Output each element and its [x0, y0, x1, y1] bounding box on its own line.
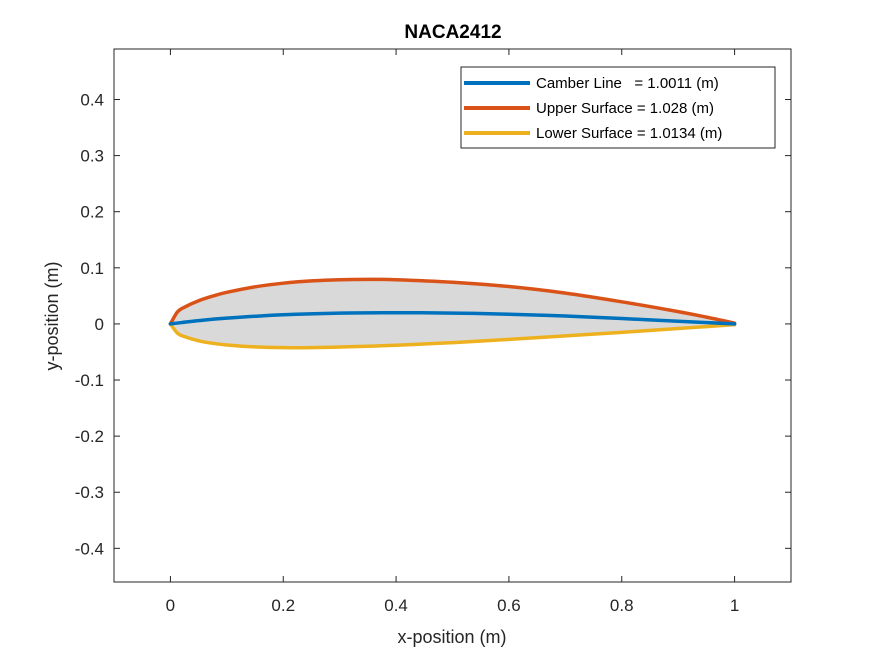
y-tick-label: 0.4 — [80, 90, 104, 109]
x-tick-label: 0.8 — [610, 596, 634, 615]
y-tick-label: 0.2 — [80, 203, 104, 222]
y-tick-label: 0.1 — [80, 259, 104, 278]
y-axis-ticks: -0.4 -0.3 -0.2 -0.1 0 0.1 0.2 0.3 0.4 — [75, 90, 791, 558]
legend-items: Camber Line = 1.0011 (m) Upper Surface = … — [464, 75, 722, 142]
upper-surface-line — [168, 277, 737, 326]
legend-item-lower: Lower Surface = 1.0134 (m) — [464, 125, 722, 142]
legend-label: Lower Surface = 1.0134 (m) — [536, 125, 722, 142]
y-tick-label: -0.2 — [75, 427, 104, 446]
legend-label: Upper Surface = 1.028 (m) — [536, 100, 714, 117]
y-tick-label: -0.4 — [75, 539, 104, 558]
x-axis-ticks: 0 0.2 0.4 0.6 0.8 1 — [166, 49, 739, 615]
x-tick-label: 0 — [166, 596, 175, 615]
series-group — [168, 277, 737, 350]
x-tick-label: 0.6 — [497, 596, 521, 615]
y-tick-label: -0.1 — [75, 371, 104, 390]
legend-label: Camber Line = 1.0011 (m) — [536, 75, 719, 92]
legend-item-upper: Upper Surface = 1.028 (m) — [464, 100, 714, 117]
lower-surface-line — [168, 322, 737, 350]
y-tick-label: -0.3 — [75, 483, 104, 502]
y-tick-label: 0.3 — [80, 147, 104, 166]
x-axis-title: x-position (m) — [397, 627, 506, 647]
legend: Camber Line = 1.0011 (m) Upper Surface = … — [460, 66, 776, 149]
legend-item-camber: Camber Line = 1.0011 (m) — [464, 75, 719, 92]
x-tick-label: 0.4 — [384, 596, 408, 615]
x-tick-label: 0.2 — [271, 596, 295, 615]
y-tick-label: 0 — [95, 315, 104, 334]
camber-line — [168, 310, 737, 326]
chart-title: NACA2412 — [404, 22, 501, 43]
x-tick-label: 1 — [730, 596, 739, 615]
y-axis-title: y-position (m) — [42, 261, 62, 370]
